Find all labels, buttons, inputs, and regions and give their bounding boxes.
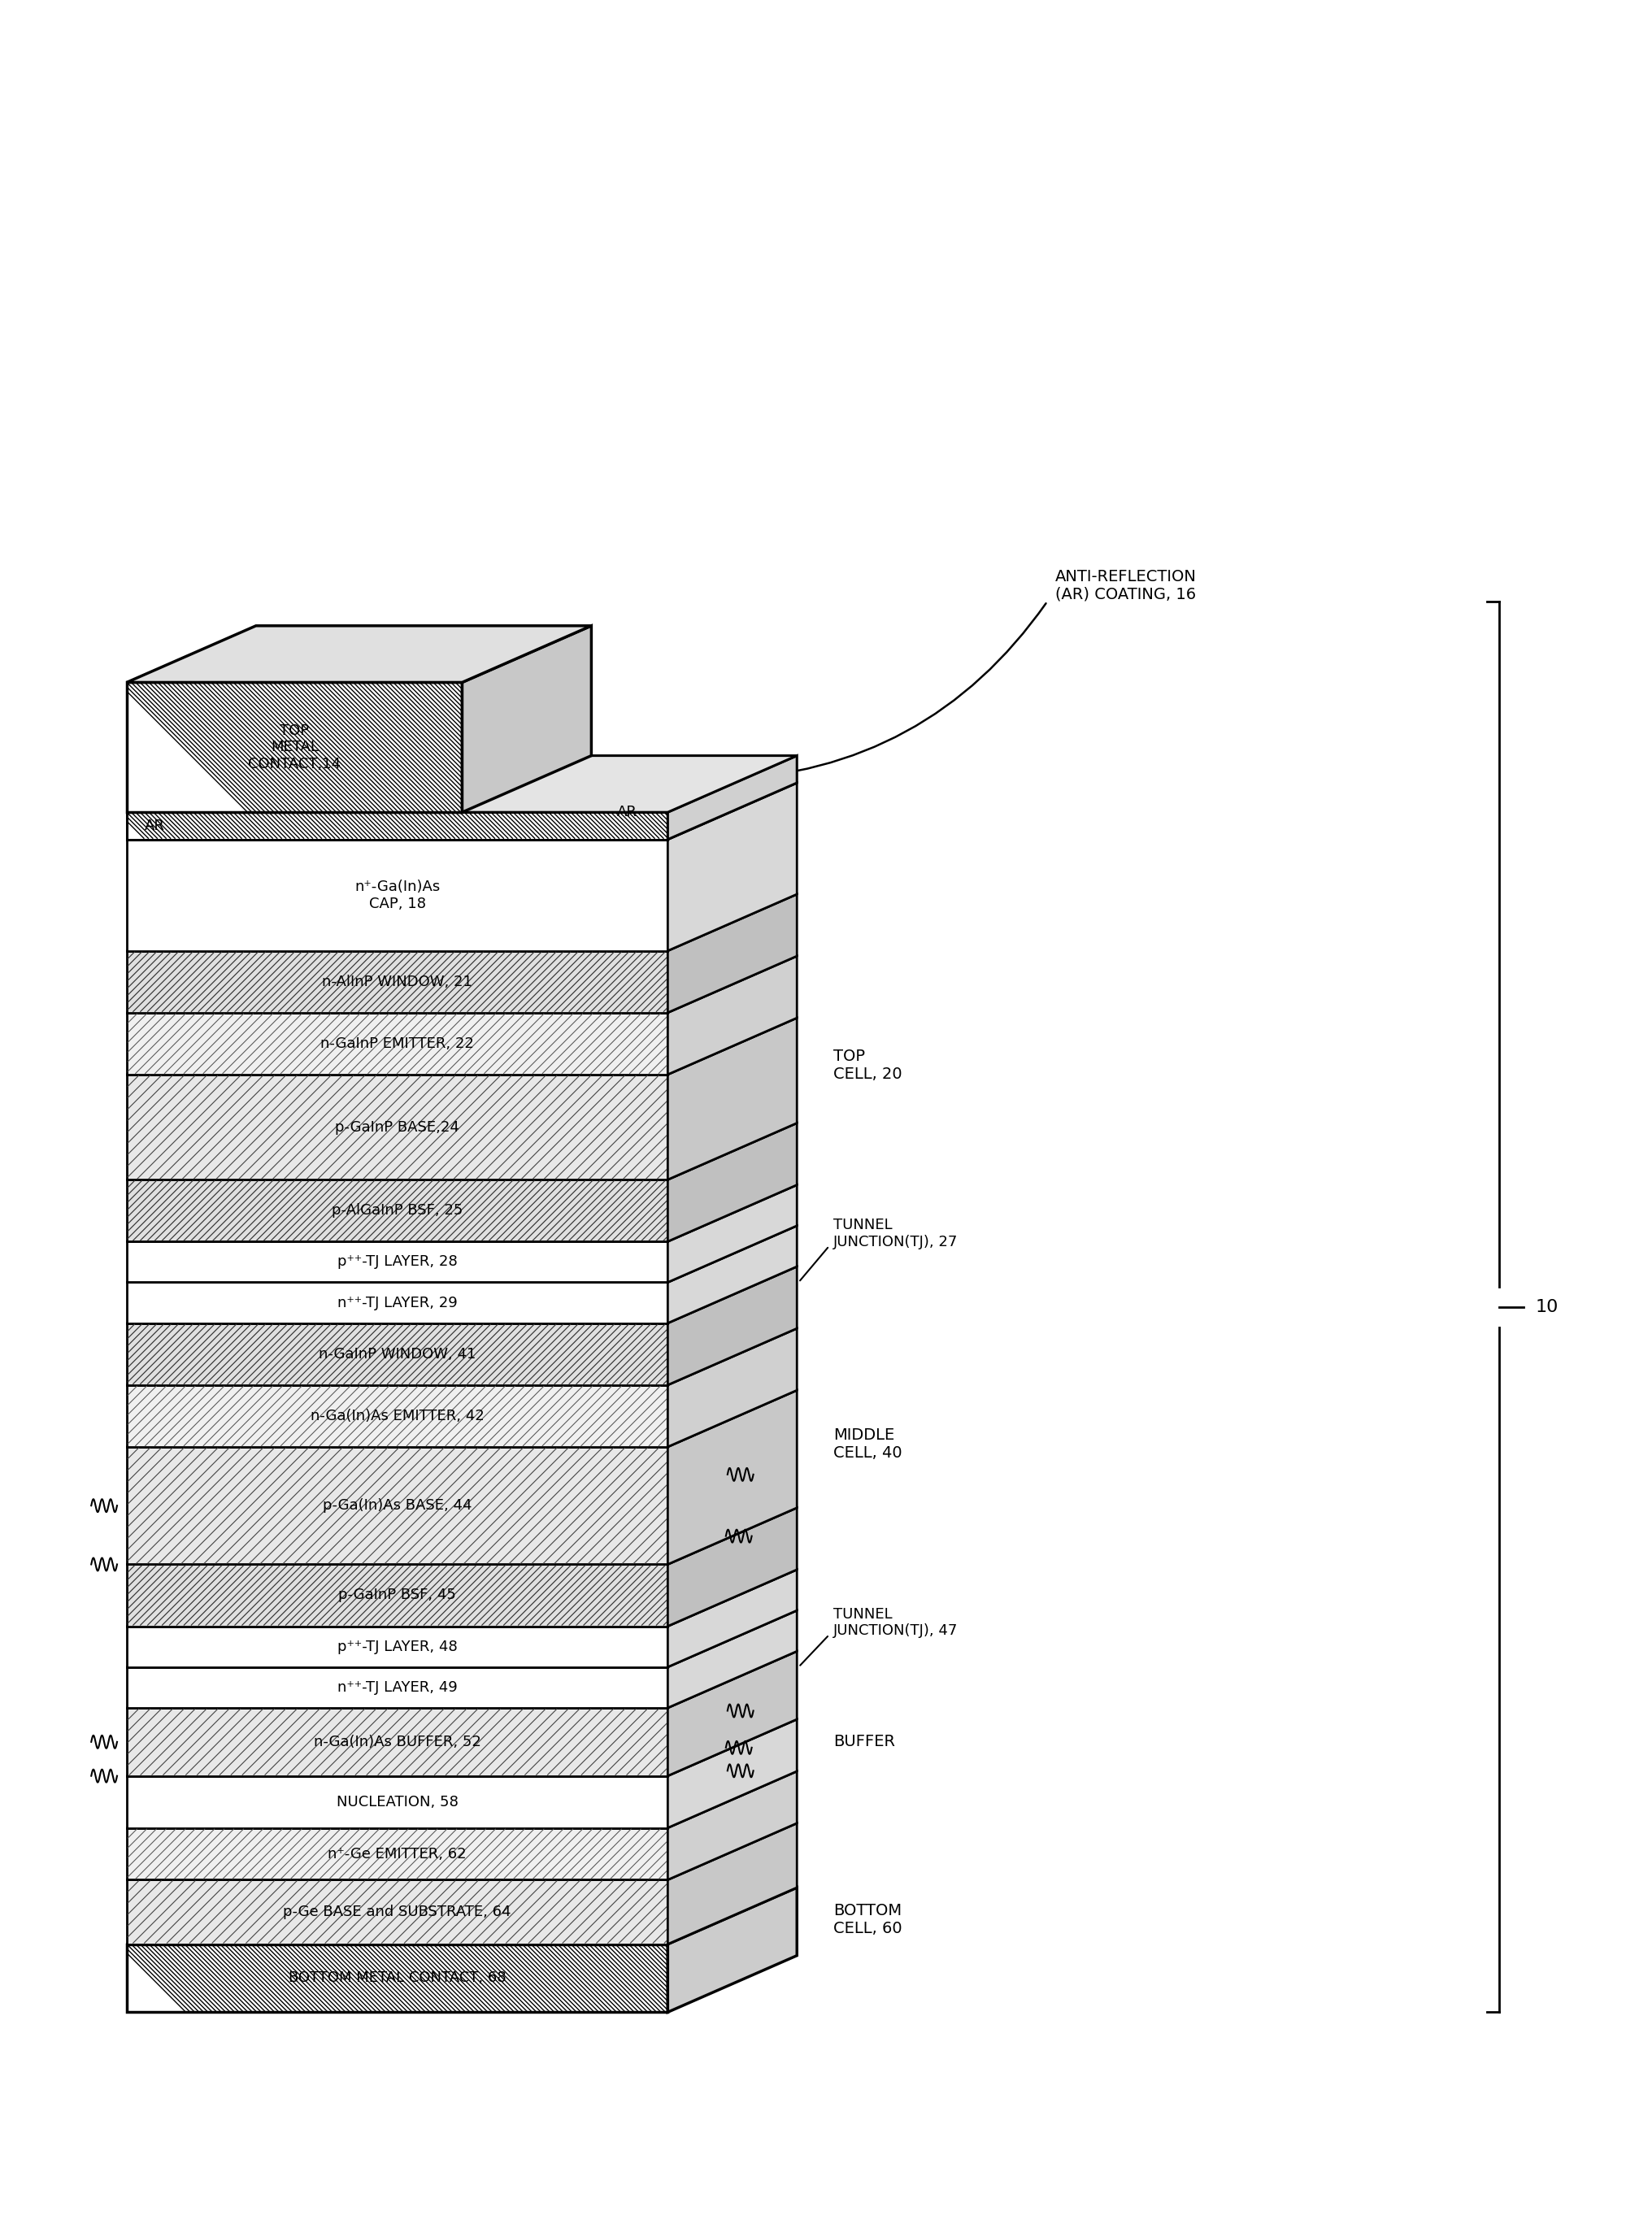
Text: MIDDLE
CELL, 40: MIDDLE CELL, 40 xyxy=(833,1427,902,1461)
Text: p⁺⁺-TJ LAYER, 28: p⁺⁺-TJ LAYER, 28 xyxy=(337,1254,458,1270)
Polygon shape xyxy=(127,839,667,950)
Polygon shape xyxy=(667,755,796,839)
Text: 10: 10 xyxy=(1535,1299,1558,1314)
Text: TUNNEL
JUNCTION(TJ), 27: TUNNEL JUNCTION(TJ), 27 xyxy=(833,1219,958,1250)
Text: NUCLEATION, 58: NUCLEATION, 58 xyxy=(335,1794,458,1809)
Polygon shape xyxy=(667,1652,796,1776)
Polygon shape xyxy=(127,1283,667,1323)
Text: AR: AR xyxy=(145,819,165,832)
Text: n⁺⁺-TJ LAYER, 49: n⁺⁺-TJ LAYER, 49 xyxy=(337,1681,458,1694)
Polygon shape xyxy=(127,1019,796,1074)
Polygon shape xyxy=(667,1268,796,1385)
Polygon shape xyxy=(127,1627,667,1667)
Polygon shape xyxy=(667,1887,796,2011)
Polygon shape xyxy=(667,1185,796,1283)
Polygon shape xyxy=(127,1707,667,1776)
Polygon shape xyxy=(127,1185,796,1241)
Text: ANTI-REFLECTION
(AR) COATING, 16: ANTI-REFLECTION (AR) COATING, 16 xyxy=(1054,568,1196,602)
Polygon shape xyxy=(667,1823,796,1945)
Text: n⁺-Ge EMITTER, 62: n⁺-Ge EMITTER, 62 xyxy=(327,1847,466,1860)
Polygon shape xyxy=(127,682,463,813)
Polygon shape xyxy=(667,1123,796,1241)
Text: n-GaInP WINDOW, 41: n-GaInP WINDOW, 41 xyxy=(319,1348,476,1361)
Text: n⁺⁺-TJ LAYER, 29: n⁺⁺-TJ LAYER, 29 xyxy=(337,1296,458,1310)
Text: p-GaInP BSF, 45: p-GaInP BSF, 45 xyxy=(339,1587,456,1603)
Polygon shape xyxy=(127,1667,667,1707)
Polygon shape xyxy=(127,957,796,1012)
Text: BOTTOM METAL CONTACT, 68: BOTTOM METAL CONTACT, 68 xyxy=(289,1971,506,1985)
Polygon shape xyxy=(127,813,667,839)
Text: p-Ge BASE and SUBSTRATE, 64: p-Ge BASE and SUBSTRATE, 64 xyxy=(282,1905,510,1920)
Text: n-GaInP EMITTER, 22: n-GaInP EMITTER, 22 xyxy=(320,1037,474,1050)
Polygon shape xyxy=(127,1268,796,1323)
Polygon shape xyxy=(667,1225,796,1323)
Polygon shape xyxy=(127,1880,667,1945)
Polygon shape xyxy=(463,626,591,813)
Polygon shape xyxy=(127,784,796,839)
Text: n-Ga(In)As BUFFER, 52: n-Ga(In)As BUFFER, 52 xyxy=(314,1734,481,1749)
Polygon shape xyxy=(127,1323,667,1385)
Polygon shape xyxy=(127,755,796,813)
Polygon shape xyxy=(127,1652,796,1707)
Polygon shape xyxy=(127,626,591,682)
Text: p-AlGaInP BSF, 25: p-AlGaInP BSF, 25 xyxy=(332,1203,463,1219)
Polygon shape xyxy=(127,1945,667,2011)
Text: TUNNEL
JUNCTION(TJ), 47: TUNNEL JUNCTION(TJ), 47 xyxy=(833,1607,958,1638)
Polygon shape xyxy=(667,1507,796,1627)
Polygon shape xyxy=(127,1610,796,1667)
Text: AR: AR xyxy=(616,804,638,819)
Polygon shape xyxy=(127,1887,796,1945)
Polygon shape xyxy=(127,895,796,950)
Polygon shape xyxy=(127,1385,667,1447)
Polygon shape xyxy=(127,1827,667,1880)
Polygon shape xyxy=(127,1012,667,1074)
Polygon shape xyxy=(127,1507,796,1565)
Polygon shape xyxy=(667,1019,796,1179)
Text: TOP
CELL, 20: TOP CELL, 20 xyxy=(833,1048,902,1081)
Text: p-Ga(In)As BASE, 44: p-Ga(In)As BASE, 44 xyxy=(322,1499,471,1512)
Polygon shape xyxy=(127,1390,796,1447)
Polygon shape xyxy=(127,1718,796,1776)
Polygon shape xyxy=(127,950,667,1012)
Polygon shape xyxy=(127,1074,667,1179)
Polygon shape xyxy=(667,1390,796,1565)
Polygon shape xyxy=(667,1772,796,1880)
Polygon shape xyxy=(127,1823,796,1880)
Polygon shape xyxy=(667,957,796,1074)
Polygon shape xyxy=(127,1447,667,1565)
Text: TOP
METAL
CONTACT,14: TOP METAL CONTACT,14 xyxy=(248,724,340,773)
Polygon shape xyxy=(127,1328,796,1385)
Polygon shape xyxy=(667,784,796,950)
Text: n-Ga(In)As EMITTER, 42: n-Ga(In)As EMITTER, 42 xyxy=(311,1410,484,1423)
Text: n⁺-Ga(In)As
CAP, 18: n⁺-Ga(In)As CAP, 18 xyxy=(354,879,439,910)
Polygon shape xyxy=(667,1718,796,1827)
Text: p⁺⁺-TJ LAYER, 48: p⁺⁺-TJ LAYER, 48 xyxy=(337,1638,458,1654)
Polygon shape xyxy=(127,1241,667,1283)
Text: p-GaInP BASE,24: p-GaInP BASE,24 xyxy=(335,1119,459,1134)
Polygon shape xyxy=(127,1225,796,1283)
Polygon shape xyxy=(127,1179,667,1241)
Polygon shape xyxy=(127,1123,796,1179)
Text: n-AlInP WINDOW, 21: n-AlInP WINDOW, 21 xyxy=(322,975,472,990)
Text: BOTTOM
CELL, 60: BOTTOM CELL, 60 xyxy=(833,1903,902,1936)
Polygon shape xyxy=(667,895,796,1012)
Polygon shape xyxy=(127,1776,667,1827)
Text: BUFFER: BUFFER xyxy=(833,1734,895,1749)
Polygon shape xyxy=(667,1610,796,1707)
Polygon shape xyxy=(127,1570,796,1627)
Polygon shape xyxy=(667,1570,796,1667)
Polygon shape xyxy=(127,1772,796,1827)
Polygon shape xyxy=(667,1328,796,1447)
Polygon shape xyxy=(127,1565,667,1627)
